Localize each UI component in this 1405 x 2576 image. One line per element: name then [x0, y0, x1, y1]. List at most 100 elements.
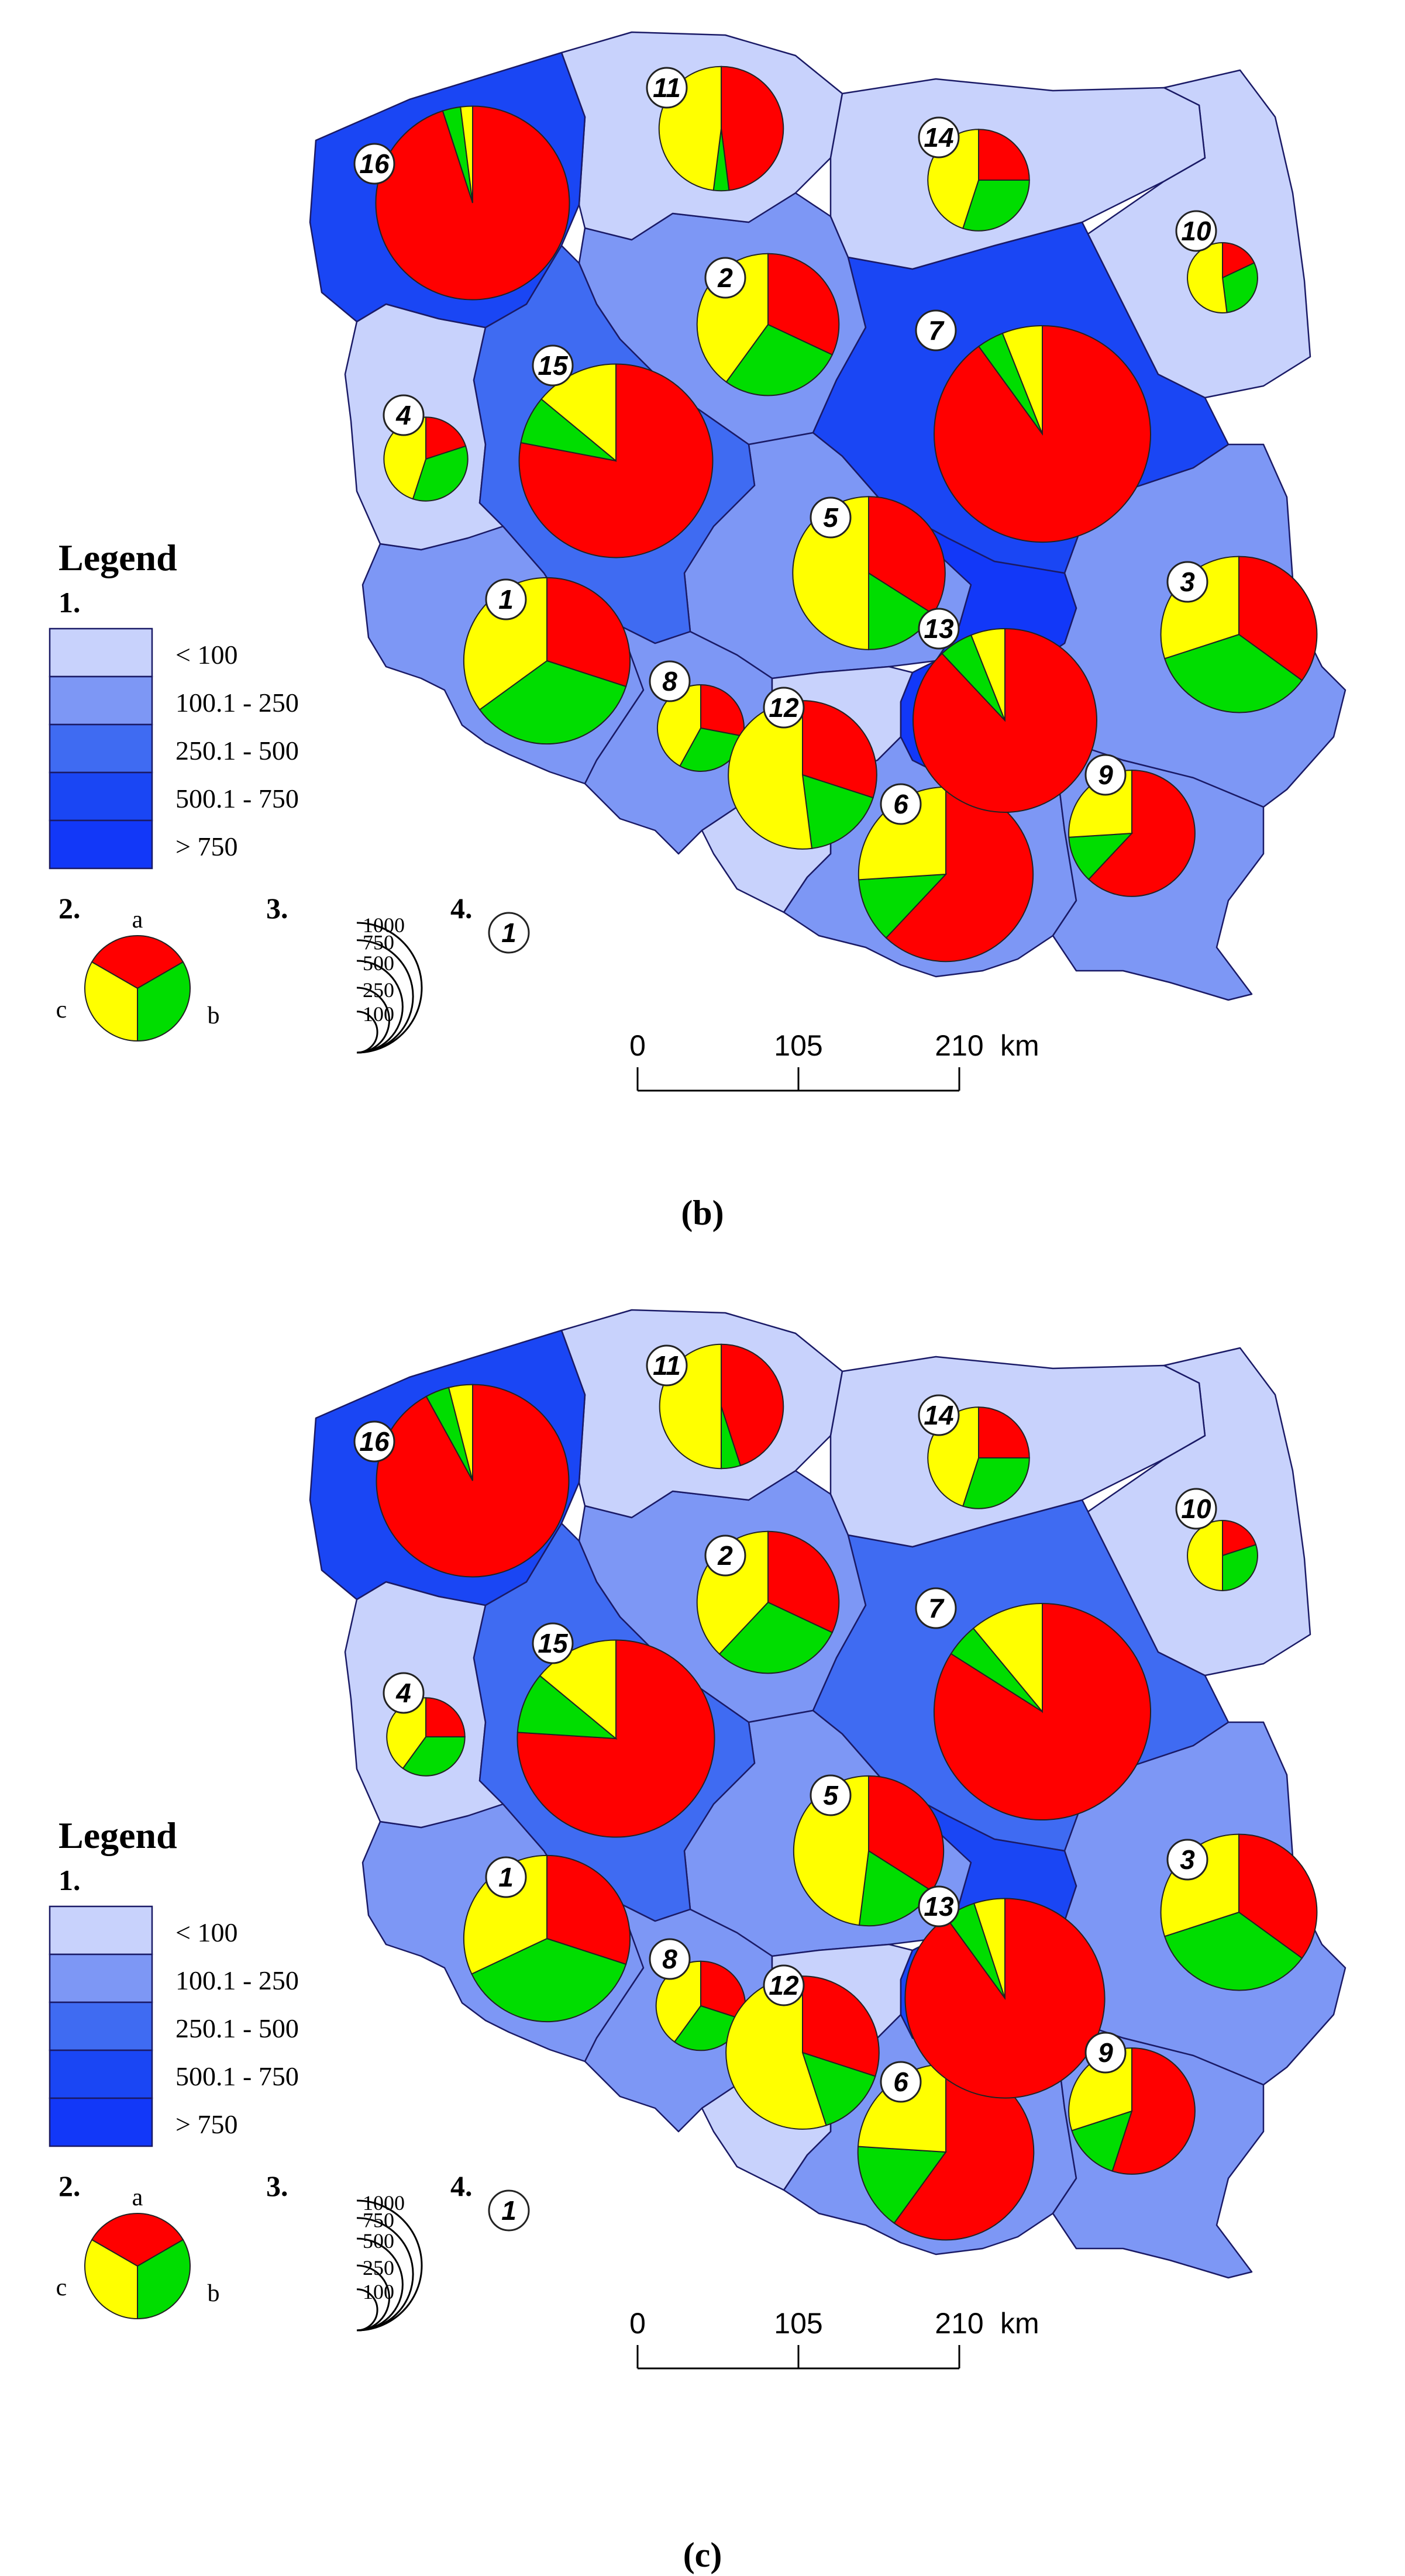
region-number-badge: 2 — [704, 1534, 746, 1577]
region-number-badge: 16 — [353, 143, 395, 185]
pie-region-7-slice-c — [1001, 325, 1043, 434]
legend-section-3-label: 3. — [266, 2170, 288, 2202]
scale-tick-label: 0 — [629, 1029, 646, 1062]
region-number-badge: 5 — [810, 1774, 852, 1816]
legend-class-label-1: < 100 — [175, 640, 237, 670]
pie-region-13 — [904, 1898, 1106, 2099]
pie-region-10-slice-b — [1221, 262, 1258, 313]
region-number-badge: 12 — [763, 687, 805, 729]
region-number-label: 6 — [893, 789, 908, 819]
region-number-label: 12 — [769, 692, 799, 723]
legend-size-label-4: 250 — [363, 978, 394, 1002]
region-number-label: 1 — [498, 1862, 514, 1892]
region-number-label: 7 — [928, 1593, 945, 1623]
region-number-badge: 11 — [646, 67, 688, 109]
pie-region-14-slice-b — [962, 1457, 1030, 1509]
region-number-badge: 3 — [1166, 561, 1208, 603]
pie-region-14-slice-b — [962, 180, 1030, 232]
legend-title: Legend — [58, 1815, 177, 1856]
region-number-label: 11 — [653, 73, 681, 103]
legend-pie-label-b: b — [208, 1002, 220, 1029]
region-number-badge: 15 — [532, 1622, 574, 1664]
pie-region-14-slice-a — [978, 1406, 1030, 1458]
map-panel-c: 1 2 3 4 5 6 7 8 9 10 11 12 13 14 15 16 Legend 1. < 100 100.… — [0, 1278, 1405, 2576]
legend-section-1-label: 1. — [58, 1864, 81, 1896]
pie-region-15-slice-a — [518, 363, 714, 558]
legend-section-2-label: 2. — [58, 2170, 81, 2202]
pie-region-11-slice-a — [721, 1343, 784, 1467]
region-number-badge: 11 — [646, 1344, 688, 1387]
pie-region-3 — [1160, 1833, 1318, 1991]
scale-tick-label: 210 — [935, 2307, 983, 2340]
pie-region-2-slice-a — [767, 253, 840, 356]
pie-region-6-slice-b — [858, 873, 948, 939]
pie-region-9-slice-b — [1068, 832, 1134, 881]
pie-region-4 — [383, 416, 469, 502]
region-number-label: 9 — [1098, 760, 1113, 790]
region-number-label: 15 — [538, 1628, 569, 1658]
pie-region-6 — [858, 786, 1034, 963]
legend-size-arc-3 — [356, 2237, 404, 2332]
pie-region-4-slice-a — [425, 1697, 466, 1737]
pie-region-9-slice-a — [1087, 770, 1196, 897]
pie-region-1 — [463, 577, 631, 745]
pie-region-1 — [463, 1854, 631, 2023]
region-number-badge: 10 — [1175, 1488, 1217, 1530]
pie-region-16-slice-c — [447, 1384, 473, 1481]
legend-pie-example — [84, 935, 191, 1042]
pie-region-3-slice-a — [1238, 556, 1318, 681]
region-number-label: 8 — [662, 1944, 677, 1974]
pie-region-7 — [934, 1602, 1151, 1820]
pie-region-5 — [793, 1775, 945, 1927]
pie-region-12 — [725, 1975, 880, 2130]
legend-marker-circle — [488, 912, 530, 954]
legend-size-arc-4 — [356, 987, 390, 1054]
pie-region-1-slice-b — [478, 660, 627, 745]
legend-size-label-2: 750 — [363, 2209, 394, 2232]
legend-size-label-1: 1000 — [363, 913, 405, 937]
region-number-badge: 13 — [918, 1885, 960, 1927]
legend-size-arc-2 — [356, 939, 414, 1054]
legend-size-arc-2 — [356, 2217, 414, 2332]
pie-region-13-slice-a — [904, 1898, 1106, 2099]
legend-pie-slice-c — [84, 961, 138, 1042]
pie-region-13-slice-c — [973, 1898, 1005, 1999]
legend-class-swatch-5 — [49, 2097, 153, 2147]
legend-size-arc-3 — [356, 960, 404, 1054]
pie-region-4-slice-b — [402, 1736, 466, 1777]
pie-region-16 — [375, 105, 570, 301]
scale-tick-label: 210 — [935, 1029, 983, 1062]
region-number-label: 12 — [769, 1970, 799, 2001]
pie-region-15-slice-c — [540, 363, 617, 463]
pie-region-1-slice-a — [546, 1854, 631, 1965]
region-number-label: 9 — [1098, 2037, 1113, 2068]
legend-class-label-2: 100.1 - 250 — [175, 1965, 299, 1995]
region-number-label: 7 — [928, 315, 945, 346]
pie-region-1-slice-c — [463, 577, 547, 711]
region-number-label: 3 — [1180, 567, 1195, 597]
legend-class-label-2: 100.1 - 250 — [175, 688, 299, 718]
region-number-badge: 10 — [1175, 210, 1217, 252]
legend-size-label-2: 750 — [363, 931, 394, 954]
region-number-badge: 14 — [918, 116, 960, 158]
pie-region-16 — [376, 1384, 570, 1578]
region-number-label: 15 — [538, 350, 569, 381]
pie-region-4 — [386, 1697, 466, 1777]
region-number-label: 5 — [823, 502, 839, 533]
legend-size-arc-5 — [356, 2288, 378, 2332]
scale-tick-label: 0 — [629, 2307, 646, 2340]
region-number-badge: 6 — [880, 783, 922, 825]
legend-marker-circle — [488, 2189, 530, 2232]
legend: Legend 1. < 100 100.1 - 250 250.1 - 500 500.1… — [49, 537, 530, 1054]
legend-size-label-3: 500 — [363, 951, 394, 975]
legend-section-4-label: 4. — [450, 2170, 473, 2202]
pie-region-12-slice-a — [802, 700, 877, 799]
pie-region-4-slice-a — [425, 416, 467, 460]
pie-region-13 — [912, 628, 1097, 813]
legend-pie-slice-a — [91, 2213, 184, 2267]
region-number-label: 3 — [1180, 1844, 1195, 1875]
pie-region-4-slice-b — [412, 445, 469, 502]
region-number-badge: 1 — [485, 578, 527, 620]
